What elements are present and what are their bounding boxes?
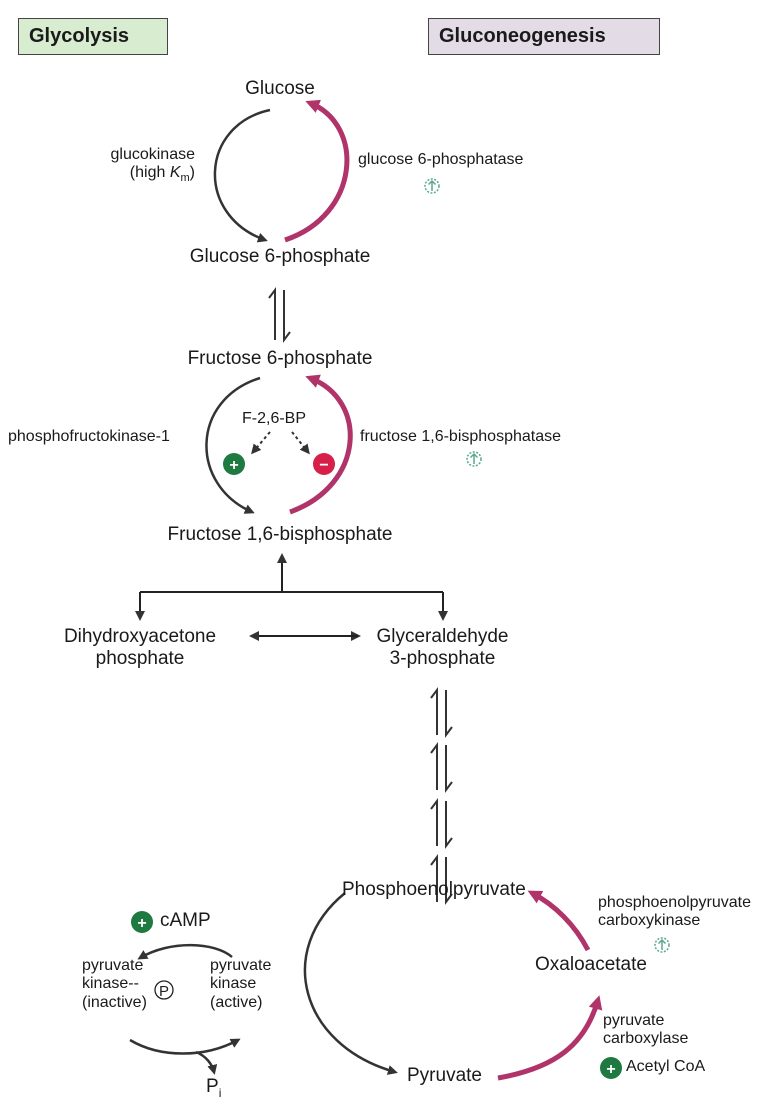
pi-p: P [206,1076,219,1097]
f16bpase-label: fructose 1,6-bisphosphatase [360,428,562,445]
dephosphorylation-arrow [129,1038,241,1055]
pc-line2: carboxylase [603,1030,689,1048]
pyruvate-kinase-inactive: pyruvate kinase-- (inactive) [82,957,147,1012]
f26bp-label: F-2,6-BP [242,410,307,427]
oxaloacetate-label: Oxaloacetate [535,954,647,975]
glucokinase-line2-prefix: (high [129,164,170,182]
gap-line1: Glyceraldehyde [376,626,509,647]
g6p-label: Glucose 6-phosphate [189,246,371,267]
pep-label: Phosphoenolpyruvate [342,879,526,900]
acetyl-coa-label: Acetyl CoA [626,1058,706,1075]
plus-circle-camp [131,911,153,933]
pfk1-label: phosphofructokinase-1 [8,428,170,445]
km-m: m [180,172,190,185]
pyruvate-carboxylase-arrow [497,995,603,1081]
gluconeogenesis-header: Gluconeogenesis [428,18,660,55]
pyruvate-label: Pyruvate [407,1065,482,1086]
dhap-line1: Dihydroxyacetone [63,626,217,647]
pk-inactive-line1: pyruvate [82,957,144,974]
minus-circle-fbpase [313,453,335,475]
f6p-label: Fructose 6-phosphate [187,348,373,369]
f16bpase-arrow [289,374,353,515]
dhap-label: Dihydroxyacetone phosphate [45,626,235,670]
gap-line2: 3-phosphate [389,647,496,669]
km-k: K [169,164,181,182]
pfk1-arrow [205,376,261,514]
equilibrium-lower [430,687,453,905]
f16bp-label: Fructose 1,6-bisphosphate [167,524,393,545]
pyruvate-carboxylase-label: pyruvate carboxylase [603,1012,688,1049]
minus-sign-fbpase: − [319,457,328,474]
gap-label: Glyceraldehyde 3-phosphate [365,626,520,670]
plus-circle-pfk [223,453,245,475]
glucokinase-line1: glucokinase [110,146,196,163]
pyruvate-kinase-active: pyruvate kinase (active) [210,957,271,1012]
glucokinase-arrow [213,108,271,243]
f26bp-to-minus [291,431,310,455]
pk-active-line1: pyruvate [210,957,272,974]
aldolase-split [135,553,448,621]
plus-sign-acetylcoa: + [606,1061,615,1078]
equilibrium-g6p-f6p [268,287,291,343]
pk-inactive-line2: kinase-- [82,975,139,993]
pepck-label: phosphoenolpyruvate carboxykinase [598,894,751,931]
pk-active-line3: (active) [210,993,263,1011]
pepck-arrow [527,890,591,952]
pi-sub: i [218,1085,222,1100]
glucokinase-label: glucokinase (high Km) [60,146,196,185]
induction-icon-pepck [654,937,670,953]
phosphate-letter: P [159,983,169,1000]
plus-sign-pfk: + [229,457,238,474]
pc-line1: pyruvate [603,1012,665,1029]
dhap-line2: phosphate [95,647,185,669]
camp-arrow [137,943,233,960]
induction-icon-g6pase [424,178,440,194]
pepck-line1: phosphoenolpyruvate [598,894,752,911]
camp-label: cAMP [160,910,211,931]
glycolysis-header: Glycolysis [18,18,168,55]
pi-label: Pi [206,1076,221,1101]
pk-active-line2: kinase [210,975,257,993]
induction-icon-f16bpase [466,451,482,467]
pyruvate-kinase-arrow [303,892,398,1075]
glucokinase-close: ) [189,164,195,182]
plus-sign-camp: + [137,915,146,932]
g6pase-label: glucose 6-phosphatase [358,151,524,168]
g6pase-arrow [284,99,350,243]
f26bp-to-plus [251,431,271,455]
pi-release-arrow [195,1050,218,1075]
pepck-line2: carboxykinase [598,912,701,930]
phosphate-circle [154,980,174,1000]
pk-inactive-line3: (inactive) [82,993,147,1011]
glucose-label: Glucose [245,78,315,99]
plus-circle-acetylcoa [600,1057,622,1079]
